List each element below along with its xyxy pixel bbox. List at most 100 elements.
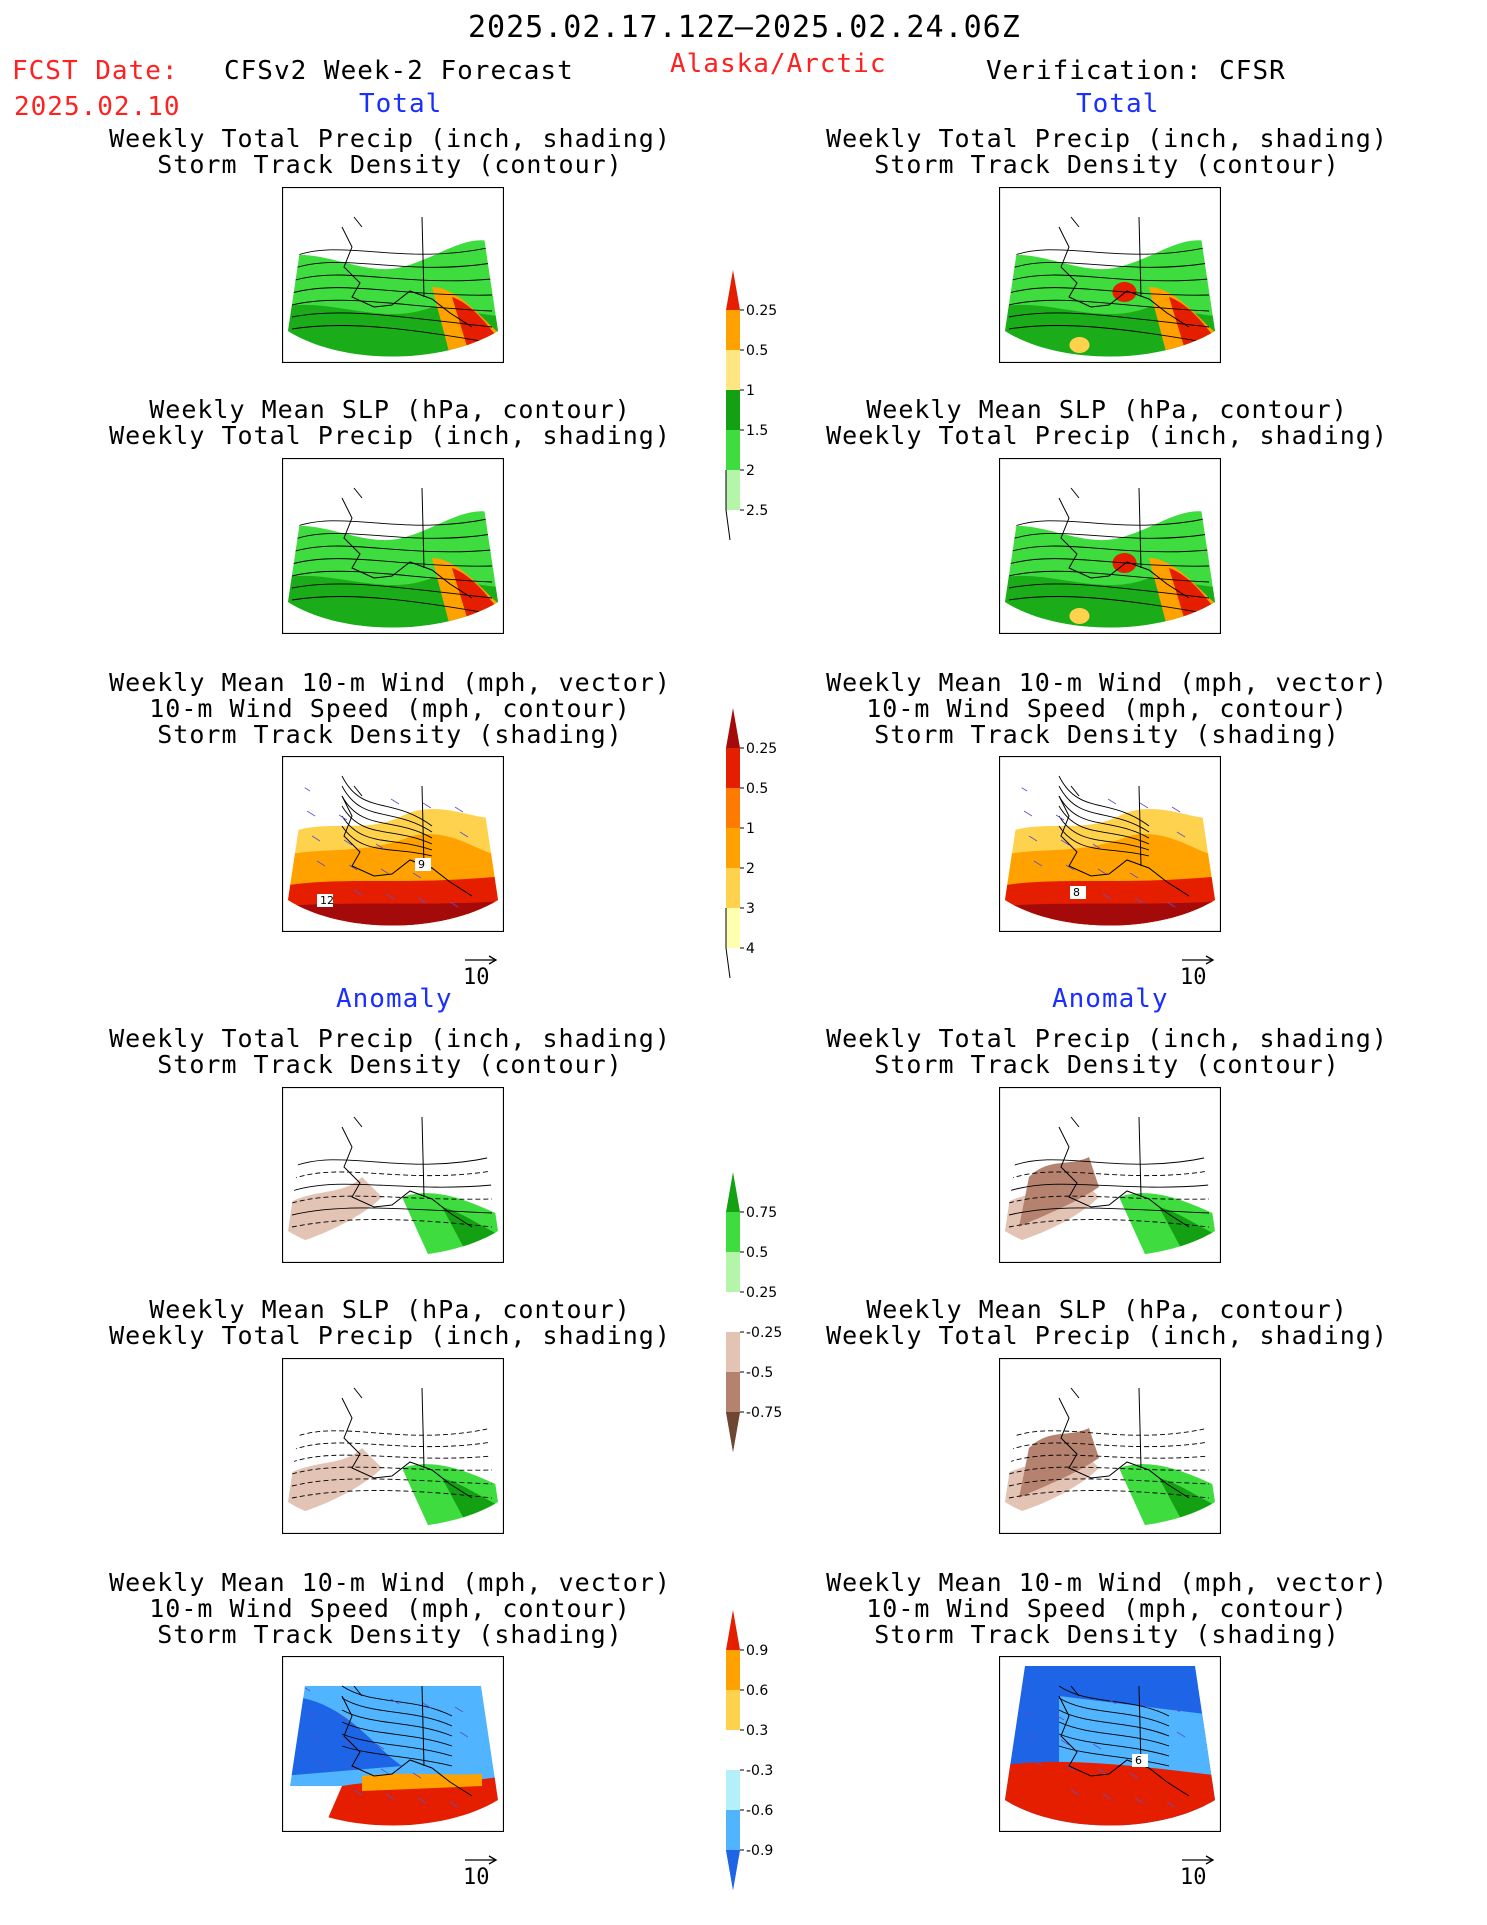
- wind-vector: [1023, 1710, 1033, 1717]
- colorbar-label: 0.75: [746, 1205, 777, 1221]
- colorbar-tail: [725, 908, 731, 979]
- contour-line: [291, 1427, 493, 1439]
- vector-ref-r1: 10: [1180, 955, 1240, 995]
- contour-line: [1008, 1454, 1210, 1463]
- wind-vector: [380, 868, 390, 875]
- colorbar-top-triangle: [726, 1172, 740, 1212]
- wind-vector: [1107, 1698, 1117, 1705]
- contour-line: [1008, 1427, 1210, 1439]
- wind-vector: [348, 864, 358, 871]
- caption-line: Weekly Total Precip (inch, shading): [109, 421, 671, 450]
- map-value-label: 8: [1073, 886, 1080, 899]
- shaded-region: [288, 1448, 382, 1518]
- colorbar-label: 1.5: [746, 423, 768, 439]
- caption-l3: Weekly Mean 10-m Wind (mph, vector) 10-m…: [90, 670, 690, 748]
- caption-line: Weekly Total Precip (inch, shading): [826, 1321, 1388, 1350]
- wind-vector: [1033, 860, 1043, 867]
- verification-title: Verification: CFSR: [986, 56, 1286, 86]
- colorbar-label: -0.75: [746, 1405, 782, 1421]
- contour-line: [1008, 1195, 1210, 1204]
- caption-r1: Weekly Total Precip (inch, shading) Stor…: [807, 126, 1407, 178]
- contour-line: [1008, 596, 1210, 615]
- colorbar-label: -0.25: [746, 1325, 782, 1341]
- colorbar-label: 0.25: [746, 1285, 777, 1301]
- contour-line: [341, 805, 433, 845]
- wind-vector: [1139, 802, 1149, 809]
- map-frame: [999, 1087, 1221, 1263]
- colorbar-segment: [726, 1690, 740, 1730]
- region-title: Alaska/Arctic: [670, 49, 887, 79]
- map-panel-4: [999, 458, 1221, 634]
- contour-line: [1008, 246, 1210, 258]
- wind-vector: [380, 1768, 390, 1775]
- colorbar-label: -0.3: [746, 1763, 773, 1779]
- colorbar-tail: [725, 470, 731, 541]
- contour-line: [291, 299, 493, 312]
- colorbar-label: -0.6: [746, 1803, 773, 1819]
- colorbar-segment: [726, 788, 740, 828]
- contour-line: [1058, 805, 1150, 845]
- colorbar-label: -0.9: [746, 1843, 773, 1859]
- contour-line: [1008, 570, 1210, 583]
- contour-line: [1058, 1721, 1170, 1747]
- contour-line: [1008, 1207, 1210, 1216]
- coastline: [341, 487, 473, 599]
- contour-line: [1008, 312, 1210, 328]
- wind-vector: [1107, 798, 1117, 805]
- coastline: [341, 1116, 473, 1228]
- caption-r5: Weekly Mean SLP (hPa, contour) Weekly To…: [807, 1297, 1407, 1349]
- wind-vector: [1060, 839, 1070, 846]
- map-frame: [282, 756, 504, 932]
- map-content: [288, 1387, 498, 1528]
- caption-line: Storm Track Density (contour): [157, 150, 623, 179]
- caption-line: 10-m Wind Speed (mph, contour): [866, 694, 1348, 723]
- vector-ref-value: 10: [1180, 1865, 1207, 1890]
- colorbar-segment: [726, 1212, 740, 1252]
- colorbar-segment: [726, 748, 740, 788]
- caption-line: Weekly Mean SLP (hPa, contour): [149, 1295, 631, 1324]
- coastline: [341, 1387, 473, 1499]
- colorbar-segment: [726, 1252, 740, 1292]
- contour-line: [1008, 299, 1210, 312]
- section-anomaly-left: Anomaly: [336, 984, 453, 1014]
- wind-vector: [1134, 1797, 1144, 1804]
- contour-line: [1058, 785, 1150, 833]
- wind-vector: [348, 1764, 358, 1771]
- map-panel-5: 9 12: [282, 756, 504, 932]
- coastline: [341, 785, 473, 897]
- wind-vector: [385, 893, 395, 900]
- map-panel-12: 6: [999, 1656, 1221, 1832]
- contour-line: [291, 325, 493, 344]
- map-content: [288, 775, 498, 926]
- colorbar-segment: [726, 390, 740, 430]
- map-frame: [999, 458, 1221, 634]
- shaded-region: [288, 1177, 382, 1247]
- contour-line: [1058, 1697, 1170, 1727]
- wind-vector: [412, 872, 422, 879]
- map-value-label: 9: [418, 858, 425, 871]
- caption-line: Weekly Mean SLP (hPa, contour): [866, 1295, 1348, 1324]
- colorbar-label: 0.5: [746, 781, 768, 797]
- map-frame: [282, 187, 504, 363]
- coastline: [341, 1685, 473, 1797]
- colorbar-3: 0.75 0.5 0.25 -0.25 -0.5 -0.75: [722, 1172, 812, 1476]
- wind-vector: [1055, 1714, 1065, 1721]
- contour-line: [291, 1207, 493, 1216]
- contour-line: [291, 1156, 493, 1168]
- fcst-date-label: FCST Date:: [12, 56, 179, 86]
- colorbar-segment: [726, 1650, 740, 1690]
- contour-line: [1008, 1478, 1210, 1487]
- map-frame: [999, 1656, 1221, 1832]
- contour-line: [341, 1745, 453, 1767]
- contour-line: [341, 1733, 453, 1757]
- wind-vector: [306, 810, 316, 817]
- contour-line: [341, 795, 433, 839]
- contour-line: [291, 312, 493, 328]
- wind-vector: [417, 897, 427, 904]
- caption-line: Weekly Mean 10-m Wind (mph, vector): [109, 668, 671, 697]
- map-label-bg: [317, 894, 333, 907]
- wind-vector: [385, 1793, 395, 1800]
- contour-line: [291, 1170, 493, 1180]
- caption-line: Weekly Mean SLP (hPa, contour): [866, 395, 1348, 424]
- map-panel-8: [999, 1087, 1221, 1263]
